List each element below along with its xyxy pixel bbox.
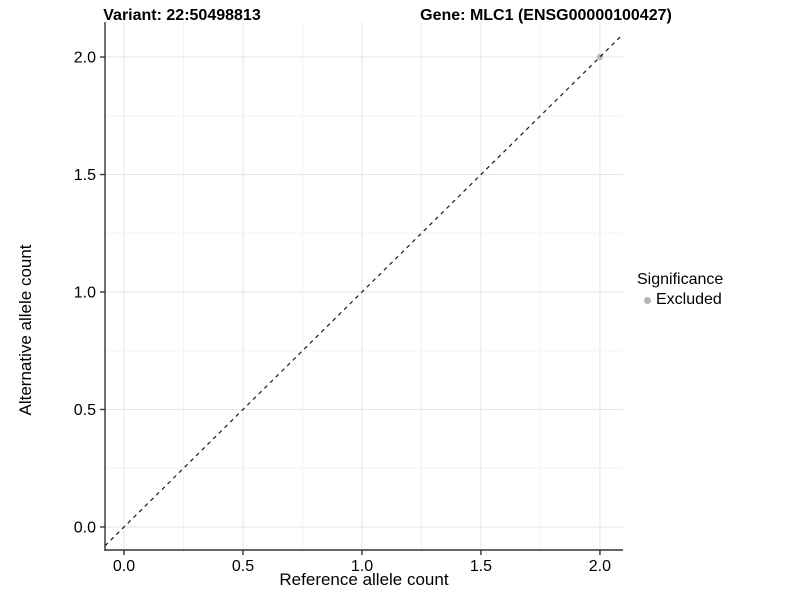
legend: Significance Excluded [637, 271, 723, 309]
plot-title-gene: Gene: MLC1 (ENSG00000100427) [420, 7, 672, 24]
legend-title: Significance [637, 271, 724, 288]
y-tick-label: 0.0 [74, 519, 96, 536]
plot-panel: 0.0 0.5 1.0 1.5 2.0 0.0 0.5 1.0 1.5 2.0 [74, 22, 624, 575]
legend-key-dot-icon [644, 296, 651, 304]
y-tick-label: 1.0 [74, 284, 96, 301]
x-tick-label: 1.5 [470, 558, 492, 575]
identity-reference-line [104, 33, 624, 547]
legend-item-label: Excluded [656, 291, 722, 308]
y-tick-label: 2.0 [74, 50, 96, 67]
x-tick-label: 1.0 [351, 558, 373, 575]
x-tick-label: 0.5 [232, 558, 254, 575]
x-tick-label: 0.0 [113, 558, 135, 575]
legend-item-excluded: Excluded [644, 291, 723, 309]
y-tick-label: 1.5 [74, 167, 96, 184]
x-tick-label: 2.0 [589, 558, 611, 575]
x-axis-title: Reference allele count [279, 570, 448, 589]
y-tick-label: 0.5 [74, 402, 96, 419]
y-axis-title: Alternative allele count [16, 244, 35, 415]
plot-title-variant: Variant: 22:50498813 [103, 7, 261, 24]
